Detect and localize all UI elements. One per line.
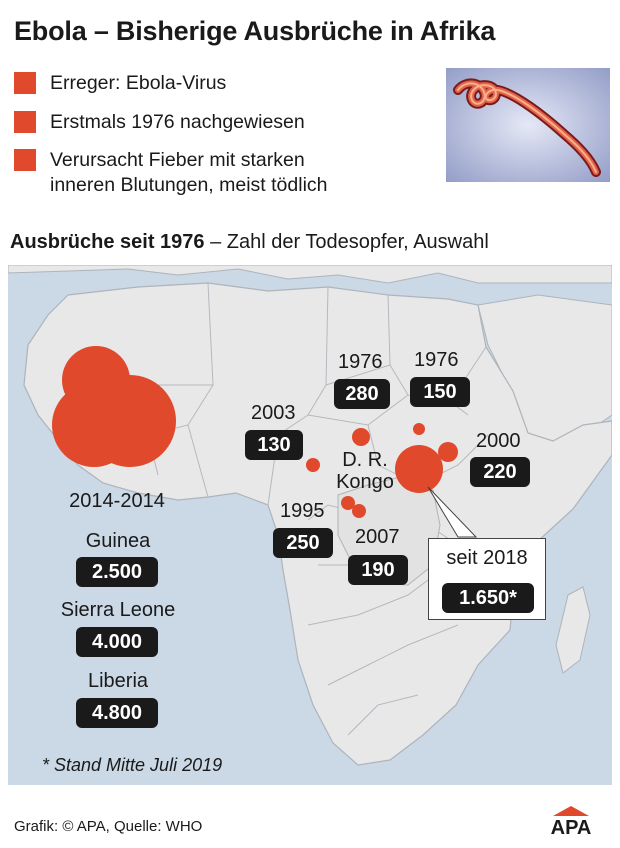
death-count-badge: 150 xyxy=(410,377,470,407)
country-label-line: D. R. xyxy=(342,449,388,471)
fact-text: Erstmals 1976 nachgewiesen xyxy=(50,111,305,133)
bullet-square-icon xyxy=(14,72,36,94)
outbreak-year-label: 1976 xyxy=(338,351,383,373)
death-count-badge: 250 xyxy=(273,528,333,558)
subtitle-rest: – Zahl der Todesopfer, Auswahl xyxy=(204,231,489,253)
page-title: Ebola – Bisherige Ausbrüche in Afrika xyxy=(14,16,496,46)
fact-item: Verursacht Fieber mit starken inneren Bl… xyxy=(14,148,328,198)
outbreak-year-label: 2007 xyxy=(355,526,400,548)
outbreak-year-label: 2000 xyxy=(476,430,521,452)
death-count-badge: 2.500 xyxy=(76,557,158,587)
bullet-square-icon xyxy=(14,149,36,171)
outbreak-bubble-2003 xyxy=(306,458,320,472)
credit-line: Grafik: © APA, Quelle: WHO xyxy=(14,818,203,835)
outbreak-year-label: 1995 xyxy=(280,500,325,522)
outbreak-bubble-2007 xyxy=(352,504,366,518)
callout-pointer xyxy=(427,486,478,538)
outbreak-bubble-1976-drc xyxy=(413,423,425,435)
apa-logo: APA xyxy=(537,806,605,839)
country-name: Sierra Leone xyxy=(60,599,176,621)
fact-item: Erreger: Ebola-Virus xyxy=(14,71,226,96)
callout-year: seit 2018 xyxy=(446,547,528,569)
fact-text: Erreger: Ebola-Virus xyxy=(50,72,227,94)
outbreak-bubble-1976-sudan xyxy=(352,428,370,446)
country-label-drc: D. R. Kongo xyxy=(328,449,402,493)
death-count-badge: 220 xyxy=(470,457,530,487)
country-name: Guinea xyxy=(85,530,151,552)
death-count-badge: 1.650* xyxy=(442,583,534,613)
outbreak-year-label: 2003 xyxy=(251,402,296,424)
footnote: * Stand Mitte Juli 2019 xyxy=(42,755,223,775)
europe-landmass xyxy=(8,265,612,284)
map-subtitle: Ausbrüche seit 1976 – Zahl der Todesopfe… xyxy=(10,231,489,254)
subtitle-bold: Ausbrüche seit 1976 xyxy=(10,231,205,253)
death-count-badge: 4.000 xyxy=(76,627,158,657)
fact-item: Erstmals 1976 nachgewiesen xyxy=(14,110,305,135)
outbreak-bubble-liberia xyxy=(84,375,176,467)
outbreak-year-label: 1976 xyxy=(414,349,459,371)
logo-triangle-icon xyxy=(553,806,589,816)
outbreak-bubble-2000 xyxy=(438,442,458,462)
death-count-badge: 280 xyxy=(334,379,390,409)
death-count-badge: 4.800 xyxy=(76,698,158,728)
country-label-line: Kongo xyxy=(336,471,394,493)
fact-text: Verursacht Fieber mit starken inneren Bl… xyxy=(50,149,328,196)
west-africa-bubbles xyxy=(52,346,176,467)
madagascar-landmass xyxy=(555,586,591,674)
outbreak-bubble-2018 xyxy=(395,445,443,493)
bullet-square-icon xyxy=(14,111,36,133)
outbreak-bubble-1995 xyxy=(341,496,355,510)
death-count-badge: 130 xyxy=(245,430,303,460)
ebola-virus-image xyxy=(446,68,610,182)
west-africa-period: 2014-2014 xyxy=(69,490,165,512)
country-name: Liberia xyxy=(87,670,149,692)
callout-box-2018: seit 2018 1.650* xyxy=(428,538,546,620)
death-count-badge: 190 xyxy=(348,555,408,585)
logo-text: APA xyxy=(551,817,592,836)
